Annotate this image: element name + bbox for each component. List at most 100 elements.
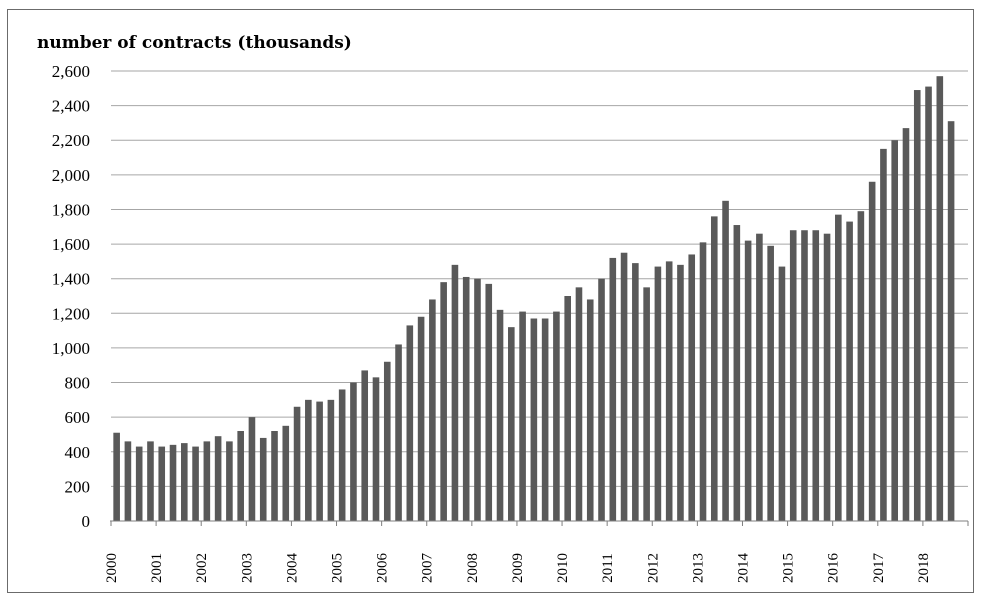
bar xyxy=(665,261,673,521)
bar xyxy=(214,436,222,521)
bar xyxy=(496,309,504,521)
y-tick-label: 1,400 xyxy=(52,270,90,289)
bar xyxy=(902,128,910,521)
bar xyxy=(361,370,369,521)
y-tick-label: 1,000 xyxy=(52,339,90,358)
x-tick-label: 2001 xyxy=(149,553,165,583)
bar xyxy=(575,287,583,521)
x-tick-label: 2014 xyxy=(735,553,751,584)
bar xyxy=(462,276,470,521)
bar xyxy=(643,287,650,521)
y-tick-label: 600 xyxy=(65,408,91,427)
x-tick-label: 2002 xyxy=(194,553,210,583)
bar xyxy=(789,230,797,522)
bar xyxy=(451,264,459,521)
chart-title: number of contracts (thousands) xyxy=(37,33,352,53)
y-tick-label: 2,000 xyxy=(52,166,90,185)
bar xyxy=(169,444,177,521)
bar xyxy=(846,221,853,521)
y-tick-label: 2,600 xyxy=(52,62,90,81)
bar xyxy=(778,266,786,521)
bar xyxy=(429,299,436,521)
bar xyxy=(947,121,955,521)
bar xyxy=(586,299,594,521)
x-tick-label: 2005 xyxy=(330,553,346,583)
bar xyxy=(812,230,820,522)
bar xyxy=(293,406,301,521)
x-tick-label: 2010 xyxy=(555,553,571,583)
x-tick-label: 2017 xyxy=(871,553,887,584)
bar xyxy=(440,282,447,521)
bar xyxy=(530,318,538,521)
bar xyxy=(710,216,718,521)
bar xyxy=(383,361,391,521)
bar xyxy=(372,377,380,521)
bar xyxy=(823,233,831,521)
x-tick-label: 2009 xyxy=(510,553,526,583)
bar xyxy=(395,344,402,521)
bar xyxy=(688,254,696,521)
bar xyxy=(632,263,639,521)
bar xyxy=(733,225,741,522)
y-tick-label: 400 xyxy=(65,443,91,462)
bar xyxy=(744,240,752,521)
bar xyxy=(350,382,357,521)
bar xyxy=(259,437,267,521)
bar xyxy=(282,425,290,521)
bar xyxy=(880,148,887,521)
bar xyxy=(485,283,493,521)
y-tick-label: 200 xyxy=(65,477,91,496)
bar xyxy=(316,401,323,521)
bar xyxy=(192,446,199,521)
bar xyxy=(327,399,335,521)
x-tick-label: 2006 xyxy=(375,553,391,584)
bar xyxy=(756,233,763,521)
x-tick-label: 2003 xyxy=(239,553,255,583)
bar xyxy=(936,76,944,521)
bar xyxy=(699,242,707,521)
bar xyxy=(305,399,312,521)
bar xyxy=(722,200,729,521)
bar xyxy=(891,140,898,522)
y-tick-label: 1,800 xyxy=(52,200,90,219)
bar xyxy=(654,266,662,521)
x-tick-label: 2011 xyxy=(600,553,616,582)
y-tick-label: 800 xyxy=(65,374,91,393)
bar xyxy=(248,417,256,521)
x-tick-label: 2000 xyxy=(104,553,120,583)
y-tick-label: 2,200 xyxy=(52,131,90,150)
bar xyxy=(271,431,278,521)
bar xyxy=(226,441,233,521)
bar xyxy=(564,296,571,521)
x-tick-label: 2004 xyxy=(284,553,300,584)
bar xyxy=(508,327,515,521)
bar xyxy=(338,389,346,521)
bar xyxy=(474,278,481,521)
bar xyxy=(598,278,605,521)
x-tick-label: 2015 xyxy=(781,553,797,583)
bar xyxy=(406,325,414,521)
y-tick-label: 1,200 xyxy=(52,304,90,323)
x-tick-label: 2012 xyxy=(645,553,661,583)
y-tick-label: 0 xyxy=(82,512,91,531)
bar xyxy=(553,311,560,521)
bar xyxy=(677,264,684,521)
bar xyxy=(417,316,425,521)
bar xyxy=(801,230,808,522)
bar xyxy=(113,432,120,521)
bar xyxy=(925,86,932,521)
x-tick-label: 2007 xyxy=(420,553,436,584)
bar xyxy=(135,446,143,521)
x-tick-label: 2018 xyxy=(916,553,932,583)
bar xyxy=(541,318,549,521)
bar xyxy=(181,443,188,521)
bar xyxy=(237,431,244,521)
bar xyxy=(147,441,154,521)
bar xyxy=(767,245,774,521)
y-tick-label: 1,600 xyxy=(52,235,90,254)
x-tick-label: 2013 xyxy=(690,553,706,583)
bar xyxy=(913,90,921,521)
bar xyxy=(868,181,876,521)
bar xyxy=(203,441,211,521)
